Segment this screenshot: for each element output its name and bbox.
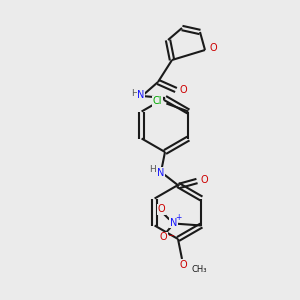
Text: N: N bbox=[157, 168, 165, 178]
Text: CH₃: CH₃ bbox=[192, 265, 208, 274]
Text: H: H bbox=[150, 166, 156, 175]
Text: N: N bbox=[170, 218, 177, 227]
Text: N: N bbox=[137, 90, 145, 100]
Text: O: O bbox=[179, 85, 187, 95]
Text: O: O bbox=[160, 232, 167, 242]
Text: O: O bbox=[200, 175, 208, 185]
Text: Cl: Cl bbox=[153, 97, 162, 106]
Text: H: H bbox=[130, 88, 137, 98]
Text: O: O bbox=[158, 205, 165, 214]
Text: +: + bbox=[175, 213, 182, 222]
Text: −: − bbox=[167, 231, 174, 240]
Text: O: O bbox=[179, 260, 187, 270]
Text: O: O bbox=[209, 43, 217, 53]
